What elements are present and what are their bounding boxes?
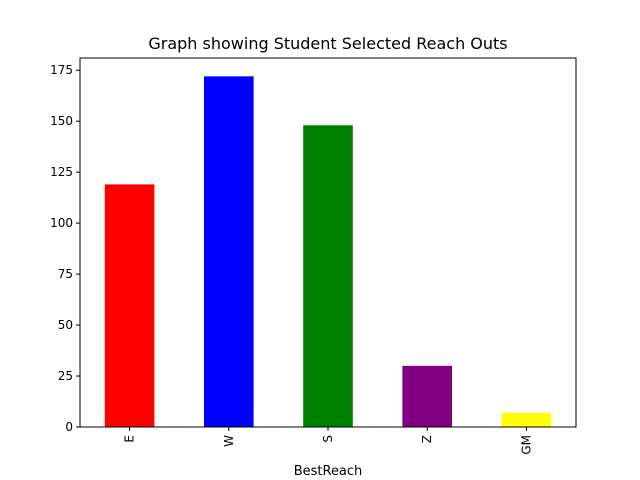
bar-w bbox=[204, 76, 254, 427]
y-tick-label: 175 bbox=[50, 63, 73, 77]
chart-title: Graph showing Student Selected Reach Out… bbox=[148, 34, 507, 53]
bar-e bbox=[104, 184, 155, 427]
plot-area bbox=[104, 76, 552, 427]
x-tick-label: W bbox=[222, 435, 236, 447]
bar-s bbox=[303, 125, 353, 427]
y-tick-label: 50 bbox=[58, 318, 73, 332]
x-axis: E W S Z GM bbox=[123, 427, 533, 455]
y-tick-label: 125 bbox=[50, 165, 73, 179]
y-tick-label: 75 bbox=[58, 267, 73, 281]
y-tick-label: 0 bbox=[65, 420, 73, 434]
bar-z bbox=[402, 365, 452, 427]
x-tick-label: E bbox=[123, 435, 137, 443]
y-tick-label: 150 bbox=[50, 114, 73, 128]
y-tick-label: 25 bbox=[58, 369, 73, 383]
x-axis-label: BestReach bbox=[294, 464, 363, 479]
y-tick-label: 100 bbox=[50, 216, 73, 230]
x-tick-label: GM bbox=[519, 435, 533, 455]
x-tick-label: Z bbox=[420, 435, 434, 443]
y-axis: 0 25 50 75 100 125 150 175 bbox=[50, 63, 80, 434]
x-tick-label: S bbox=[321, 435, 335, 443]
bar-gm bbox=[501, 412, 552, 427]
